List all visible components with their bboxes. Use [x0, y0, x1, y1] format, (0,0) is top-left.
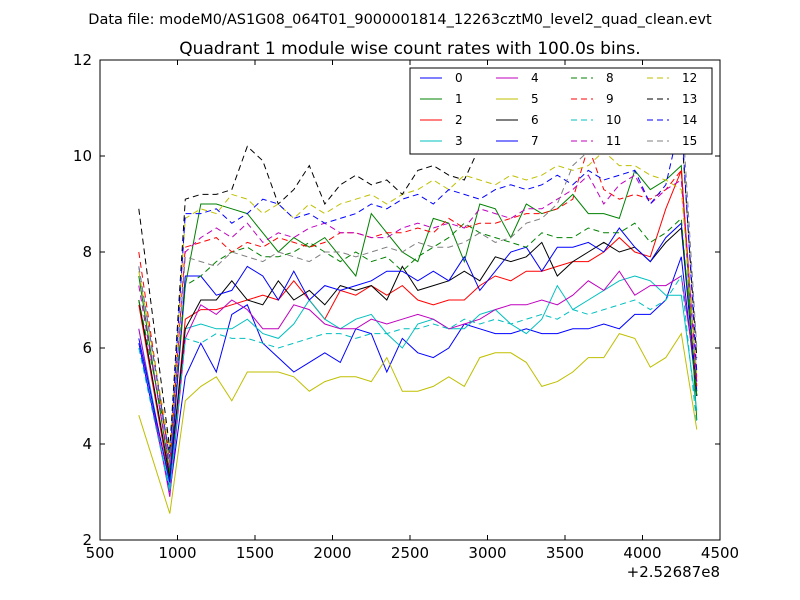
x-tick-label: 500 [86, 544, 115, 562]
legend-label-7: 7 [531, 134, 539, 148]
y-tick-label: 10 [73, 147, 92, 165]
x-tick-label: 3000 [468, 544, 506, 562]
legend-label-1: 1 [455, 92, 463, 106]
series-line-2 [138, 170, 698, 483]
series-line-8 [138, 217, 698, 454]
x-tick-label: 4000 [623, 544, 661, 562]
legend-label-3: 3 [455, 134, 463, 148]
legend-box [409, 67, 713, 155]
series-line-1 [138, 164, 698, 473]
legend-label-13: 13 [682, 92, 697, 106]
series-line-6 [138, 226, 698, 478]
series-line-5 [138, 332, 698, 514]
series-line-10 [138, 274, 698, 493]
y-tick-label: 12 [73, 51, 92, 69]
x-tick-label: 1500 [236, 544, 274, 562]
series-line-11 [138, 174, 698, 469]
y-tick-label: 4 [82, 435, 92, 453]
legend-label-9: 9 [606, 92, 614, 106]
legend-label-11: 11 [606, 134, 621, 148]
series-line-12 [138, 150, 698, 449]
legend-label-15: 15 [682, 134, 697, 148]
series-line-14 [138, 117, 698, 459]
legend-label-10: 10 [606, 113, 621, 127]
legend-label-5: 5 [531, 92, 539, 106]
x-axis: 500 1000 1500 2000 2500 3000 3500 4000 4500 [86, 60, 739, 562]
x-tick-label: 2000 [313, 544, 351, 562]
y-tick-label: 8 [82, 243, 92, 261]
x-tick-label: 4500 [701, 544, 739, 562]
legend-label-6: 6 [531, 113, 539, 127]
x-tick-label: 2500 [391, 544, 429, 562]
legend-label-4: 4 [531, 71, 539, 85]
plot-lines [138, 96, 698, 514]
x-tick-label: 3500 [546, 544, 584, 562]
chart-title: Quadrant 1 module wise count rates with … [179, 39, 640, 59]
series-line-7 [138, 222, 698, 483]
legend-label-12: 12 [682, 71, 697, 85]
x-offset-label: +2.52687e8 [627, 563, 720, 581]
series-line-9 [138, 144, 698, 464]
figure-suptitle: Data file: modeM0/AS1G08_064T01_90000018… [88, 12, 712, 28]
legend-label-0: 0 [455, 71, 463, 85]
legend-label-14: 14 [682, 113, 697, 127]
series-line-4 [138, 270, 698, 497]
x-tick-label: 1000 [158, 544, 196, 562]
y-tick-label: 6 [82, 339, 92, 357]
series-line-3 [138, 275, 698, 488]
legend-label-8: 8 [606, 71, 614, 85]
series-line-15 [138, 96, 698, 464]
legend-label-2: 2 [455, 113, 463, 127]
series-line-0 [138, 256, 698, 493]
y-tick-label: 2 [82, 531, 92, 549]
series-line-13 [138, 126, 698, 449]
